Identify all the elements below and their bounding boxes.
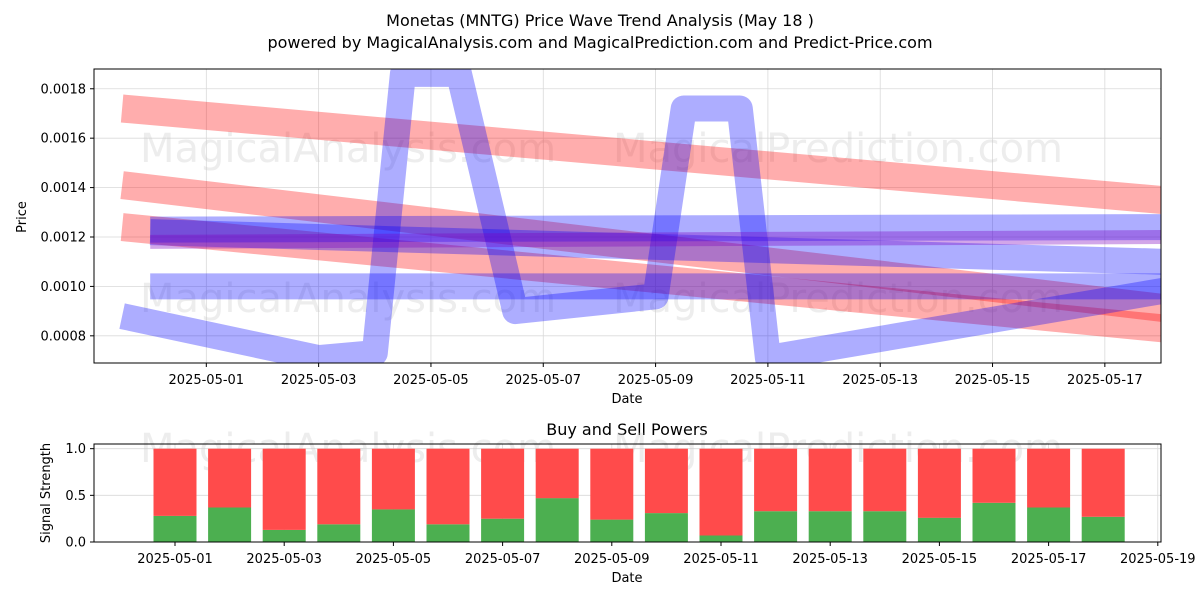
price-x-axis-label: Date <box>611 392 642 407</box>
sell-power-bar <box>317 448 361 525</box>
buy-power-bar <box>208 507 252 542</box>
buy-power-bar <box>371 509 415 542</box>
sell-power-bar <box>917 448 961 518</box>
buy-power-bar <box>754 511 798 542</box>
price-x-tick-label: 2025-05-05 <box>393 373 469 388</box>
signal-x-axis-label: Date <box>611 571 642 586</box>
price-y-tick-label: 0.0010 <box>41 280 87 295</box>
signal-x-tick-label: 2025-05-07 <box>465 552 541 567</box>
watermark-analysis-1: MagicalAnalysis.com <box>140 126 556 172</box>
price-grid <box>94 69 1161 363</box>
buy-power-bar <box>1027 507 1071 542</box>
price-x-tick-label: 2025-05-11 <box>730 373 806 388</box>
signal-chart-title: Buy and Sell Powers <box>546 420 708 439</box>
signal-y-ticks: 0.0 0.5 1.0 <box>65 442 94 551</box>
signal-x-tick-label: 2025-05-19 <box>1120 552 1196 567</box>
signal-x-ticks: 2025-05-01 2025-05-03 2025-05-05 2025-05-07… <box>137 542 1196 567</box>
chart-subtitle: powered by MagicalAnalysis.com and Magic… <box>267 33 932 52</box>
buy-power-bar <box>153 515 197 542</box>
sell-power-bar <box>426 448 470 525</box>
price-wave-band-blue-5 <box>150 214 1161 243</box>
sell-power-bar <box>371 448 415 510</box>
buy-power-bar <box>863 511 907 542</box>
buy-power-bar <box>699 535 743 542</box>
price-y-tick-label: 0.0016 <box>41 132 87 147</box>
price-y-tick-label: 0.0008 <box>41 329 87 344</box>
price-x-tick-label: 2025-05-17 <box>1067 373 1143 388</box>
price-y-tick-label: 0.0018 <box>41 82 87 97</box>
sell-power-bar <box>754 448 798 512</box>
price-x-tick-label: 2025-05-15 <box>955 373 1031 388</box>
watermark-prediction-2: MagicalPrediction.com <box>613 276 1063 322</box>
sell-power-bar <box>863 448 907 512</box>
signal-chart: Buy and Sell Powers MagicalAnalysis.com … <box>39 420 1196 586</box>
price-x-tick-label: 2025-05-13 <box>842 373 918 388</box>
watermark-prediction-1: MagicalPrediction.com <box>613 126 1063 172</box>
price-wave-band-purple-8 <box>150 230 1161 249</box>
signal-x-tick-label: 2025-05-11 <box>683 552 759 567</box>
price-series <box>119 69 1161 363</box>
buy-power-bar <box>917 517 961 542</box>
sell-power-bar <box>1027 448 1071 508</box>
price-y-tick-label: 0.0014 <box>41 181 87 196</box>
sell-power-bar <box>590 448 634 520</box>
buy-power-bar <box>262 529 306 542</box>
buy-power-bar <box>808 511 852 542</box>
price-x-tick-label: 2025-05-01 <box>169 373 245 388</box>
price-wave-band-red-1 <box>120 94 1161 214</box>
price-wave-band-red-2 <box>120 171 1161 322</box>
sell-power-bar <box>972 448 1016 503</box>
sell-power-bar <box>699 448 743 536</box>
sell-power-bar <box>535 448 579 499</box>
sell-power-bar <box>262 448 306 530</box>
price-watermarks: MagicalAnalysis.com MagicalPrediction.co… <box>140 126 1063 322</box>
signal-x-tick-label: 2025-05-13 <box>792 552 868 567</box>
sell-power-bar <box>1081 448 1125 517</box>
signal-bars <box>153 448 1125 542</box>
signal-y-tick-label: 1.0 <box>65 442 86 457</box>
price-wave-band-blue-7 <box>149 219 1161 275</box>
signal-y-tick-label: 0.0 <box>65 536 86 551</box>
price-chart: MagicalAnalysis.com MagicalPrediction.co… <box>15 68 1162 407</box>
buy-power-bar <box>644 513 688 542</box>
sell-power-bar <box>644 448 688 514</box>
buy-power-bar <box>426 524 470 542</box>
signal-y-axis-label: Signal Strength <box>39 443 54 543</box>
signal-x-tick-label: 2025-05-05 <box>356 552 432 567</box>
signal-x-tick-label: 2025-05-15 <box>902 552 978 567</box>
sell-power-bar <box>153 448 197 516</box>
signal-plot-frame <box>93 443 1162 543</box>
buy-power-bar <box>972 502 1016 542</box>
signal-x-tick-label: 2025-05-03 <box>246 552 322 567</box>
chart-title: Monetas (MNTG) Price Wave Trend Analysis… <box>386 11 814 30</box>
buy-power-bar <box>317 524 361 542</box>
price-y-ticks: 0.0008 0.0010 0.0012 0.0014 0.0016 0.0018 <box>41 82 94 344</box>
sell-power-bar <box>481 448 525 519</box>
signal-y-tick-label: 0.5 <box>65 489 86 504</box>
buy-power-bar <box>481 518 525 542</box>
price-plot-frame <box>93 68 1162 364</box>
signal-x-tick-label: 2025-05-09 <box>574 552 650 567</box>
price-wave-band-blue-4 <box>119 69 1161 363</box>
buy-power-bar <box>590 519 634 542</box>
signal-x-tick-label: 2025-05-01 <box>137 552 213 567</box>
buy-power-bar <box>1081 516 1125 542</box>
price-y-axis-label: Price <box>15 201 30 233</box>
price-y-tick-label: 0.0012 <box>41 231 87 246</box>
watermark-analysis-2: MagicalAnalysis.com <box>140 276 556 322</box>
price-x-tick-label: 2025-05-03 <box>281 373 357 388</box>
price-x-tick-label: 2025-05-09 <box>618 373 694 388</box>
sell-power-bar <box>808 448 852 512</box>
price-x-ticks: 2025-05-01 2025-05-03 2025-05-05 2025-05-07… <box>169 363 1143 388</box>
price-x-tick-label: 2025-05-07 <box>505 373 581 388</box>
sell-power-bar <box>208 448 252 508</box>
price-wave-band-red-3 <box>120 213 1161 343</box>
signal-x-tick-label: 2025-05-17 <box>1011 552 1087 567</box>
buy-power-bar <box>535 498 579 542</box>
